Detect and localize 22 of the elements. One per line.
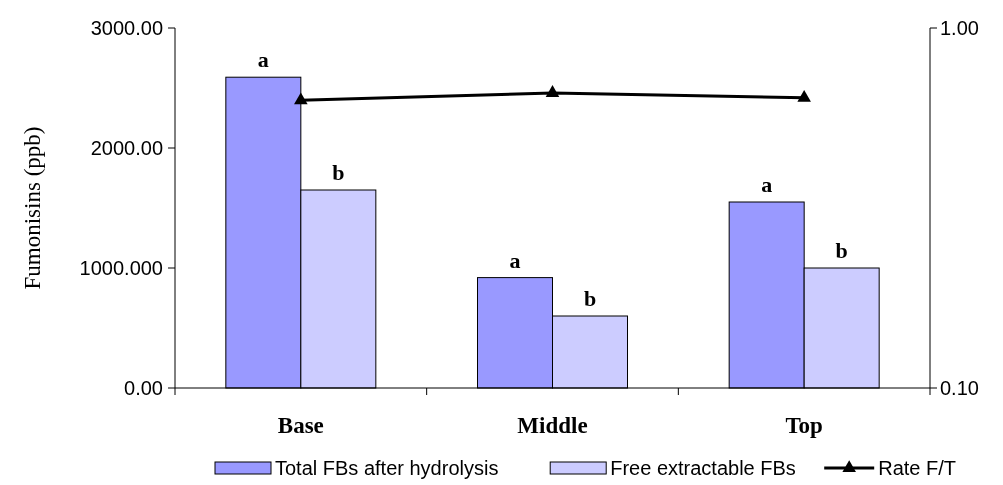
point	[294, 92, 308, 105]
y2-tick-label: 0.10	[940, 377, 979, 399]
x-tick-label: Middle	[517, 413, 588, 438]
annotation: b	[332, 160, 345, 185]
y-tick-label: 2000.00	[90, 137, 163, 159]
legend-label: Free extractable FBs	[610, 457, 796, 479]
annotation: b	[583, 286, 597, 311]
legend-label: Rate F/T	[878, 457, 956, 479]
y2-tick-label: 1.00	[940, 17, 979, 39]
x-tick-label: Base	[277, 413, 324, 438]
y-tick-label: 0.00	[124, 377, 163, 399]
x-tick-label: Top	[785, 413, 823, 438]
annotation: a	[509, 247, 521, 273]
y-tick-label: 1000.000	[79, 257, 163, 279]
legend-label: Total FBs after hydrolysis	[275, 457, 499, 479]
point	[797, 89, 811, 102]
point	[545, 85, 560, 97]
annotation: a	[761, 172, 773, 197]
annotation: a	[257, 47, 269, 73]
y-axis-title: Fumonisins (ppb)	[20, 126, 45, 290]
annotation: b	[835, 238, 848, 263]
y-tick-label: 3000.00	[90, 17, 163, 39]
